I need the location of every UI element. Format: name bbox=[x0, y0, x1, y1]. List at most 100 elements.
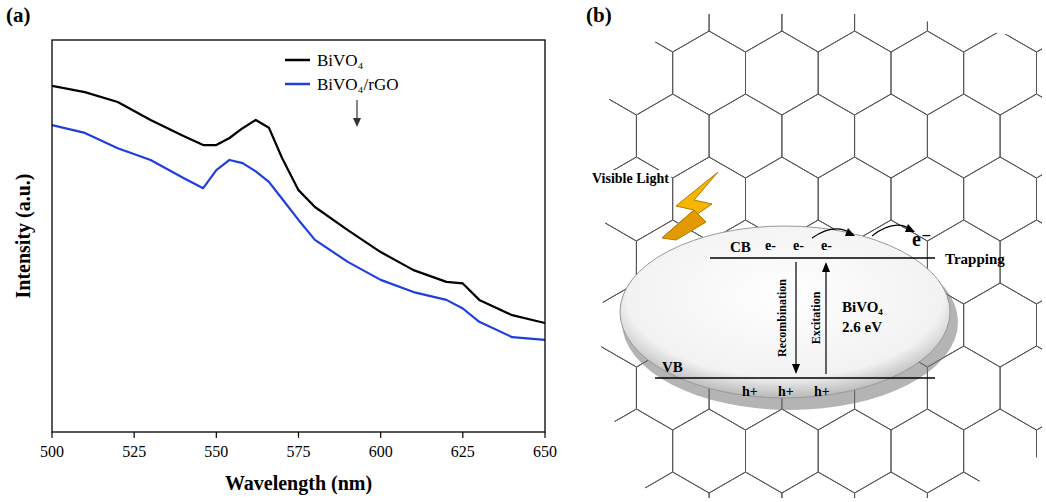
hexagon bbox=[855, 0, 928, 52]
hexagon bbox=[527, 157, 600, 241]
plot-data bbox=[52, 86, 545, 340]
hexagon bbox=[1037, 157, 1046, 241]
arrow-head bbox=[822, 262, 830, 272]
trapped-electron: e⁻ bbox=[912, 228, 931, 250]
excitation-arrow bbox=[825, 268, 826, 374]
hexagon bbox=[1000, 94, 1046, 178]
hexagon bbox=[709, 472, 782, 502]
x-axis-title: Wavelength (nm) bbox=[225, 472, 372, 495]
hexagon bbox=[855, 472, 928, 502]
arrow-head bbox=[792, 364, 800, 374]
x-tick bbox=[298, 432, 299, 438]
legend-label: BiVO₄/rGO bbox=[317, 75, 398, 94]
hexagon bbox=[927, 94, 1000, 178]
panel-label: (a) bbox=[6, 3, 31, 27]
hexagon bbox=[1000, 346, 1046, 430]
graphene-mesh bbox=[491, 0, 1046, 502]
particle bbox=[620, 226, 950, 398]
hexagon bbox=[855, 94, 928, 178]
plot-frame bbox=[52, 40, 545, 432]
arrow-head bbox=[845, 228, 855, 236]
hexagon bbox=[564, 472, 637, 502]
hexagon bbox=[636, 0, 709, 52]
hole: h+ bbox=[778, 384, 794, 399]
hexagon bbox=[491, 0, 564, 52]
light-label: Visible Light bbox=[592, 171, 669, 186]
x-tick-label: 600 bbox=[369, 443, 393, 460]
x-tick bbox=[216, 432, 217, 438]
trapping-label: Trapping bbox=[945, 251, 1005, 267]
hexagon bbox=[527, 283, 600, 367]
hexagon bbox=[1000, 220, 1046, 304]
hexagon bbox=[600, 157, 673, 241]
hexagon bbox=[673, 31, 746, 115]
electron: e- bbox=[821, 238, 832, 253]
hexagon bbox=[818, 31, 891, 115]
hexagon bbox=[1037, 283, 1046, 367]
hexagon bbox=[491, 346, 564, 430]
hexagon bbox=[709, 0, 782, 52]
legend-swatch bbox=[285, 83, 310, 86]
hexagon bbox=[564, 346, 637, 430]
cb-label: CB bbox=[730, 239, 751, 255]
hexagon bbox=[491, 472, 564, 502]
hexagon bbox=[891, 409, 964, 493]
x-tick bbox=[51, 432, 52, 438]
hexagon bbox=[1037, 31, 1046, 115]
hexagon bbox=[964, 157, 1037, 241]
arrow-head bbox=[353, 118, 361, 127]
lightning bbox=[662, 210, 706, 240]
hexagon bbox=[782, 0, 855, 52]
hexagon bbox=[818, 409, 891, 493]
hole: h+ bbox=[742, 384, 758, 399]
figure: (a) (b) 500 525 550 575 600 625 650 Wavelength (n… bbox=[0, 0, 1046, 502]
y-axis-title: Intensity (a.u.) bbox=[12, 173, 35, 298]
electron: e- bbox=[765, 238, 776, 253]
legend-swatch bbox=[285, 59, 310, 62]
hexagon bbox=[564, 94, 637, 178]
hexagon bbox=[564, 0, 637, 52]
hexagon bbox=[527, 409, 600, 493]
hexagon bbox=[746, 409, 819, 493]
x-tick-label: 550 bbox=[204, 443, 228, 460]
label-ground bbox=[590, 170, 671, 187]
hexagon bbox=[782, 94, 855, 178]
hexagon bbox=[964, 31, 1037, 115]
hexagon bbox=[600, 31, 673, 115]
excitation-label: Excitation bbox=[809, 291, 823, 344]
hexagon bbox=[636, 472, 709, 502]
legend-label: BiVO₄ bbox=[317, 51, 364, 70]
x-tick-label: 625 bbox=[451, 443, 475, 460]
x-tick-label: 650 bbox=[533, 443, 557, 460]
diagram: CBVBe-e-e-h+h+h+e⁻TrappingRecombinationE… bbox=[491, 0, 1046, 502]
x-tick-label: 575 bbox=[287, 443, 311, 460]
panel-label: (b) bbox=[586, 3, 612, 27]
recombination-arrow bbox=[795, 262, 796, 368]
electron: e- bbox=[793, 238, 804, 253]
hexagon bbox=[527, 31, 600, 115]
x-tick bbox=[544, 432, 545, 438]
x-tick-label: 500 bbox=[40, 443, 64, 460]
band-gap-label: 2.6 eV bbox=[842, 319, 882, 335]
hexagon bbox=[491, 220, 564, 304]
hexagon bbox=[891, 31, 964, 115]
hexagon bbox=[782, 472, 855, 502]
material-label: BiVO₄ bbox=[842, 299, 883, 315]
hexagon bbox=[964, 283, 1037, 367]
hexagon bbox=[1000, 472, 1046, 502]
hexagon bbox=[818, 157, 891, 241]
hexagon bbox=[1037, 409, 1046, 493]
hexagon bbox=[746, 31, 819, 115]
cb-line bbox=[710, 257, 935, 259]
x-tick bbox=[380, 432, 381, 438]
hexagon bbox=[964, 409, 1037, 493]
hexagon bbox=[927, 472, 1000, 502]
data-line bbox=[52, 125, 545, 340]
vb-line bbox=[655, 377, 935, 379]
hexagon bbox=[709, 94, 782, 178]
hexagon bbox=[927, 0, 1000, 52]
data-line bbox=[52, 86, 545, 323]
x-tick-label: 525 bbox=[122, 443, 146, 460]
vb-label: VB bbox=[662, 359, 683, 375]
hole: h+ bbox=[814, 384, 830, 399]
